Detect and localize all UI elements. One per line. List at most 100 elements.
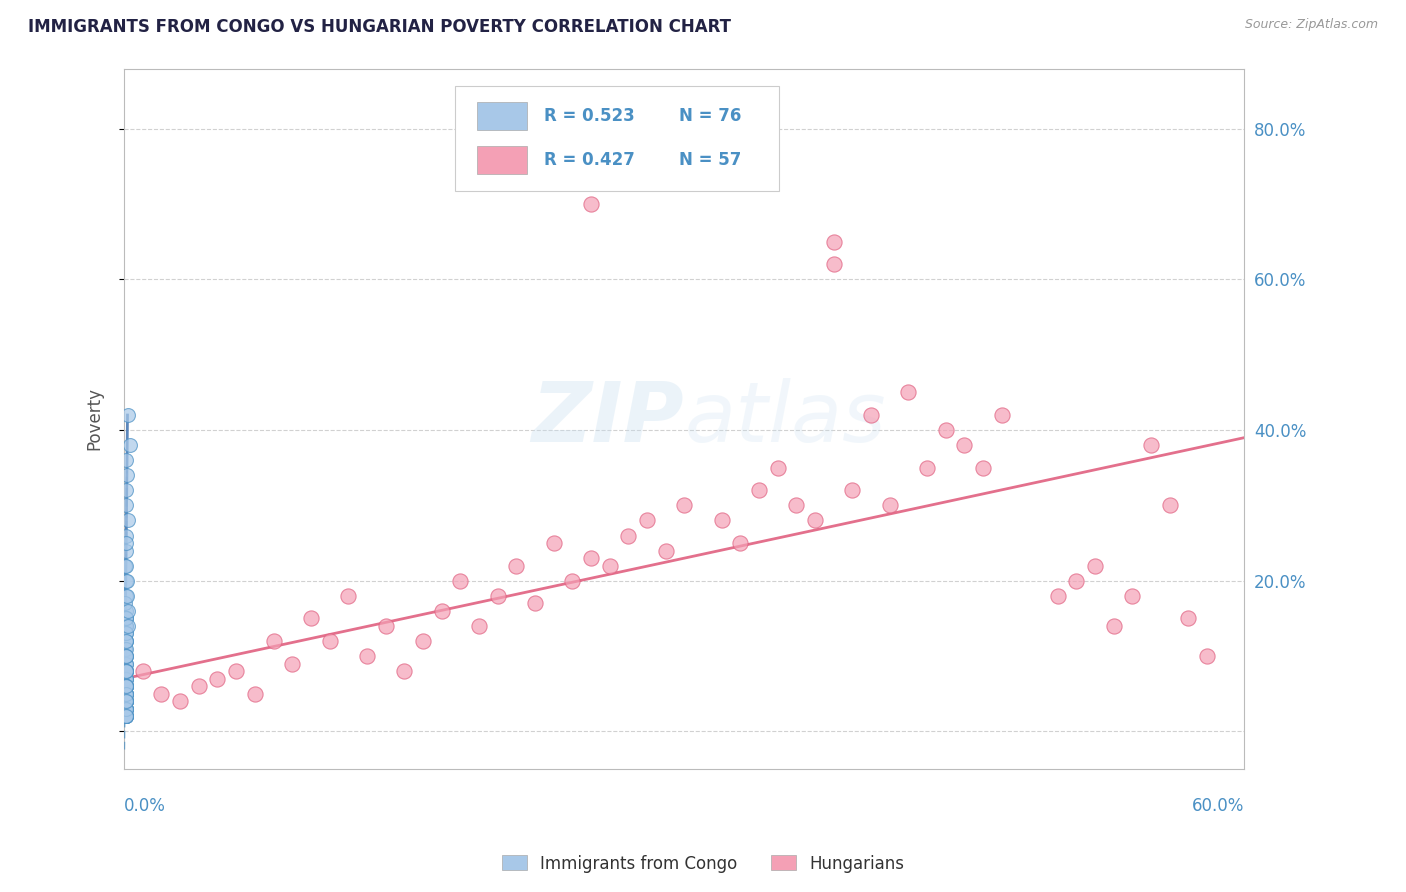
Point <box>617 528 640 542</box>
Text: 60.0%: 60.0% <box>1192 797 1244 815</box>
Point <box>748 483 770 498</box>
Point <box>207 672 229 686</box>
Point <box>115 664 138 678</box>
Point <box>243 687 266 701</box>
Point <box>115 679 138 693</box>
Point <box>115 679 138 693</box>
FancyBboxPatch shape <box>454 86 779 191</box>
Point <box>115 657 138 671</box>
Text: R = 0.427: R = 0.427 <box>544 151 636 169</box>
FancyBboxPatch shape <box>477 145 527 174</box>
Point <box>766 460 789 475</box>
Point <box>299 611 322 625</box>
Point <box>263 634 285 648</box>
Point <box>115 574 138 588</box>
Text: R = 0.523: R = 0.523 <box>544 107 636 125</box>
Point <box>115 619 138 633</box>
Point <box>115 626 138 640</box>
Point <box>281 657 304 671</box>
Text: Source: ZipAtlas.com: Source: ZipAtlas.com <box>1244 18 1378 31</box>
Point <box>115 694 138 708</box>
Legend: Immigrants from Congo, Hungarians: Immigrants from Congo, Hungarians <box>495 848 911 880</box>
Point <box>225 664 247 678</box>
Point <box>115 709 138 723</box>
Point <box>486 589 509 603</box>
Point <box>654 543 676 558</box>
Point <box>115 709 138 723</box>
Point <box>114 558 136 573</box>
Point <box>169 694 191 708</box>
Point <box>1177 611 1199 625</box>
Point <box>115 672 138 686</box>
Point <box>115 664 138 678</box>
Point <box>117 514 139 528</box>
Point <box>823 235 845 249</box>
Point <box>115 679 138 693</box>
Point <box>505 558 527 573</box>
Point <box>579 197 602 211</box>
Point <box>115 468 138 483</box>
Point <box>823 257 845 271</box>
Point <box>115 679 138 693</box>
Point <box>115 702 138 716</box>
Text: N = 76: N = 76 <box>679 107 741 125</box>
Point <box>879 499 901 513</box>
Point <box>935 423 957 437</box>
Point <box>804 514 827 528</box>
Point <box>673 499 696 513</box>
Point <box>117 619 139 633</box>
Point <box>114 694 136 708</box>
Point <box>115 634 138 648</box>
Text: 0.0%: 0.0% <box>124 797 166 815</box>
Point <box>468 619 491 633</box>
Point <box>114 499 136 513</box>
Point <box>579 551 602 566</box>
Point <box>392 664 415 678</box>
Point <box>115 536 138 550</box>
FancyBboxPatch shape <box>477 103 527 130</box>
Point <box>543 536 565 550</box>
Point <box>1102 619 1125 633</box>
Point <box>115 611 138 625</box>
Point <box>115 664 138 678</box>
Point <box>115 702 138 716</box>
Point <box>356 649 378 664</box>
Point <box>115 611 138 625</box>
Point <box>114 687 136 701</box>
Point <box>117 408 139 422</box>
Point <box>730 536 752 550</box>
Point <box>115 574 138 588</box>
Point <box>115 672 138 686</box>
Point <box>972 460 994 475</box>
Point <box>115 664 138 678</box>
Point <box>115 702 138 716</box>
Point <box>115 687 138 701</box>
Point <box>115 589 138 603</box>
Point <box>374 619 396 633</box>
Point <box>115 528 138 542</box>
Point <box>561 574 583 588</box>
Point <box>710 514 733 528</box>
Text: ZIP: ZIP <box>531 378 685 459</box>
Point <box>1159 499 1181 513</box>
Point <box>115 702 138 716</box>
Point <box>115 679 138 693</box>
Point <box>115 611 138 625</box>
Point <box>187 679 209 693</box>
Point <box>599 558 621 573</box>
Point <box>1197 649 1219 664</box>
Point <box>115 604 138 618</box>
Point <box>115 453 138 467</box>
Point <box>115 709 138 723</box>
Point <box>115 679 138 693</box>
Point <box>115 687 138 701</box>
Point <box>115 483 138 498</box>
Point <box>1066 574 1088 588</box>
Point <box>132 664 155 678</box>
Point <box>990 408 1012 422</box>
Point <box>859 408 882 422</box>
Point <box>841 483 863 498</box>
Point <box>1046 589 1069 603</box>
Point <box>117 604 139 618</box>
Point <box>115 649 138 664</box>
